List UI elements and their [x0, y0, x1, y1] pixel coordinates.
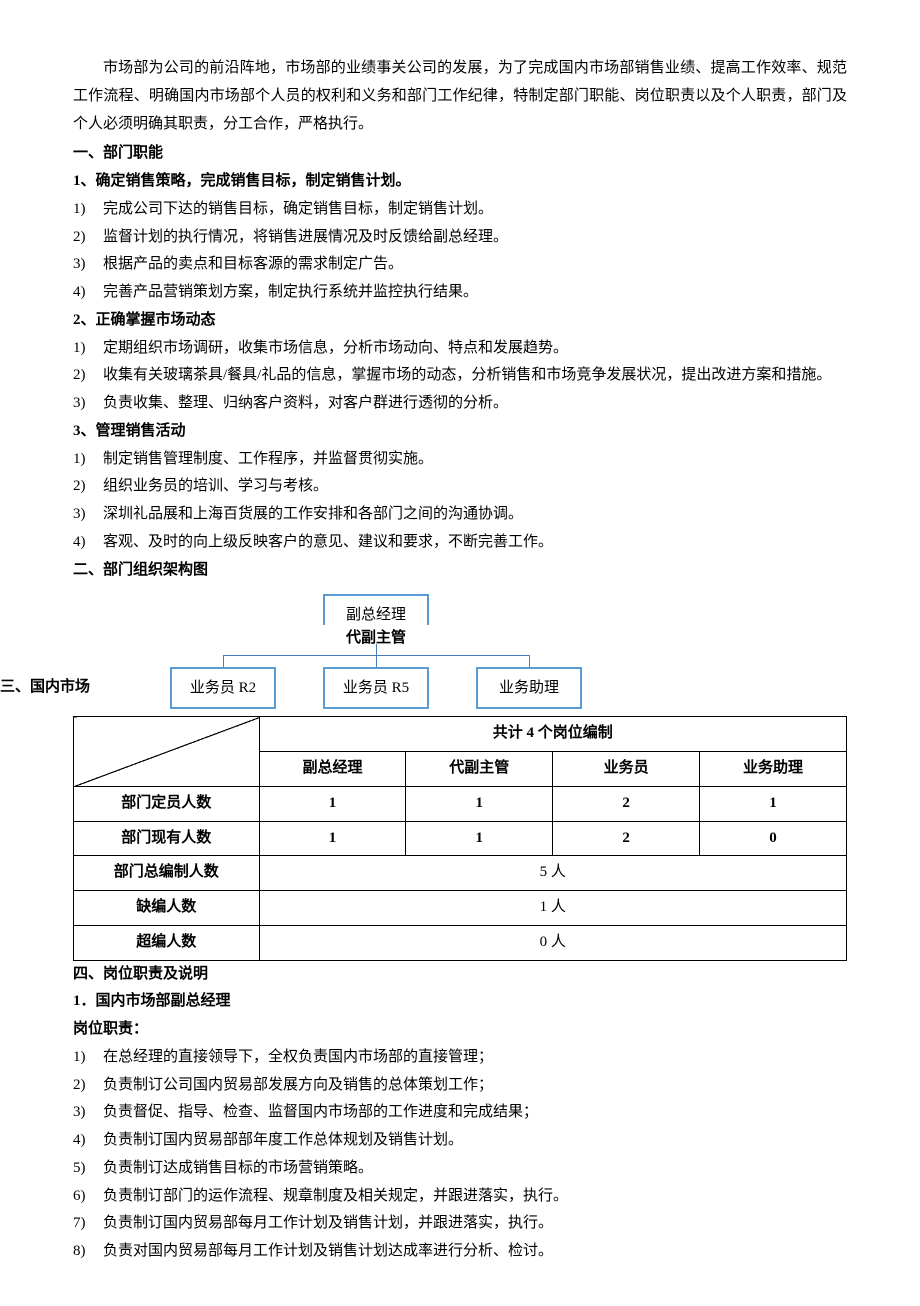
- sub-1-2-title: 2、正确掌握市场动态: [73, 307, 847, 335]
- col-header: 业务助理: [700, 752, 847, 787]
- row-label: 超编人数: [74, 925, 260, 960]
- list-item: 负责对国内贸易部每月工作计划及销售计划达成率进行分析、检讨。: [103, 1243, 553, 1259]
- list-item: 负责制订国内贸易部部年度工作总体规划及销售计划。: [103, 1132, 463, 1148]
- list-item: 定期组织市场调研，收集市场信息，分析市场动向、特点和发展趋势。: [103, 340, 568, 356]
- staffing-table: 共计 4 个岗位编制 副总经理 代副主管 业务员 业务助理 部门定员人数 1 1…: [73, 716, 847, 960]
- list-item: 深圳礼品展和上海百货展的工作安排和各部门之间的沟通协调。: [103, 506, 523, 522]
- list-item: 制定销售管理制度、工作程序，并监督贯彻实施。: [103, 451, 433, 467]
- col-header: 代副主管: [406, 752, 553, 787]
- cell: 0 人: [259, 925, 846, 960]
- section-3-title-fragment: 三、国内市场: [0, 674, 90, 702]
- intro-paragraph: 市场部为公司的前沿阵地，市场部的业绩事关公司的发展，为了完成国内市场部销售业绩、…: [73, 55, 847, 138]
- position-1-duties: 1)在总经理的直接领导下，全权负责国内市场部的直接管理； 2)负责制订公司国内贸…: [73, 1044, 847, 1266]
- col-header: 业务员: [553, 752, 700, 787]
- list-item: 收集有关玻璃茶具/餐具/礼品的信息，掌握市场的动态，分析销售和市场竞争发展状况，…: [103, 367, 831, 383]
- cell: 1: [700, 786, 847, 821]
- list-item: 负责制订国内贸易部每月工作计划及销售计划，并跟进落实，执行。: [103, 1215, 553, 1231]
- list-item: 完成公司下达的销售目标，确定销售目标，制定销售计划。: [103, 201, 493, 217]
- list-item: 组织业务员的培训、学习与考核。: [103, 478, 328, 494]
- table-summary: 共计 4 个岗位编制: [259, 717, 846, 752]
- list-item: 在总经理的直接领导下，全权负责国内市场部的直接管理；: [103, 1049, 493, 1065]
- col-header: 副总经理: [259, 752, 406, 787]
- list-item: 根据产品的卖点和目标客源的需求制定广告。: [103, 256, 403, 272]
- list-item: 负责督促、指导、检查、监督国内市场部的工作进度和完成结果；: [103, 1104, 538, 1120]
- section-2-title: 二、部门组织架构图: [73, 557, 847, 585]
- section-4-title: 四、岗位职责及说明: [73, 961, 847, 989]
- cell: 2: [553, 786, 700, 821]
- list-item: 完善产品营销策划方案，制定执行系统并监控执行结果。: [103, 284, 478, 300]
- sub-1-1-list: 1)完成公司下达的销售目标，确定销售目标，制定销售计划。 2)监督计划的执行情况…: [73, 196, 847, 307]
- cell: 5 人: [259, 856, 846, 891]
- table-corner: [74, 717, 260, 787]
- section-1-title: 一、部门职能: [73, 140, 847, 168]
- duty-label: 岗位职责：: [73, 1016, 847, 1044]
- org-node-child-3: 业务助理: [476, 667, 582, 709]
- list-item: 监督计划的执行情况，将销售进展情况及时反馈给副总经理。: [103, 229, 508, 245]
- sub-1-1-title: 1、确定销售策略，完成销售目标，制定销售计划。: [73, 168, 847, 196]
- sub-1-3-list: 1)制定销售管理制度、工作程序，并监督贯彻实施。 2)组织业务员的培训、学习与考…: [73, 446, 847, 557]
- cell: 2: [553, 821, 700, 856]
- cell: 1: [259, 821, 406, 856]
- list-item: 负责制订部门的运作流程、规章制度及相关规定，并跟进落实，执行。: [103, 1188, 568, 1204]
- row-label: 部门定员人数: [74, 786, 260, 821]
- row-label: 部门总编制人数: [74, 856, 260, 891]
- org-node-child-1: 业务员 R2: [170, 667, 276, 709]
- cell: 1: [259, 786, 406, 821]
- list-item: 负责制订达成销售目标的市场营销策略。: [103, 1160, 373, 1176]
- cell: 1: [406, 821, 553, 856]
- list-item: 负责制订公司国内贸易部发展方向及销售的总体策划工作；: [103, 1077, 493, 1093]
- list-item: 负责收集、整理、归纳客户资料，对客户群进行透彻的分析。: [103, 395, 508, 411]
- row-label: 缺编人数: [74, 891, 260, 926]
- cell: 0: [700, 821, 847, 856]
- row-label: 部门现有人数: [74, 821, 260, 856]
- cell: 1 人: [259, 891, 846, 926]
- cell: 1: [406, 786, 553, 821]
- list-item: 客观、及时的向上级反映客户的意见、建议和要求，不断完善工作。: [103, 534, 553, 550]
- position-1-title: 1．国内市场部副总经理: [73, 988, 847, 1016]
- sub-1-2-list: 1)定期组织市场调研，收集市场信息，分析市场动向、特点和发展趋势。 2)收集有关…: [73, 335, 847, 418]
- sub-1-3-title: 3、管理销售活动: [73, 418, 847, 446]
- org-chart: 副总经理 代副主管 业务员 R2 业务员 R5 业务助理 三、国内市场: [73, 594, 847, 714]
- org-node-child-2: 业务员 R5: [323, 667, 429, 709]
